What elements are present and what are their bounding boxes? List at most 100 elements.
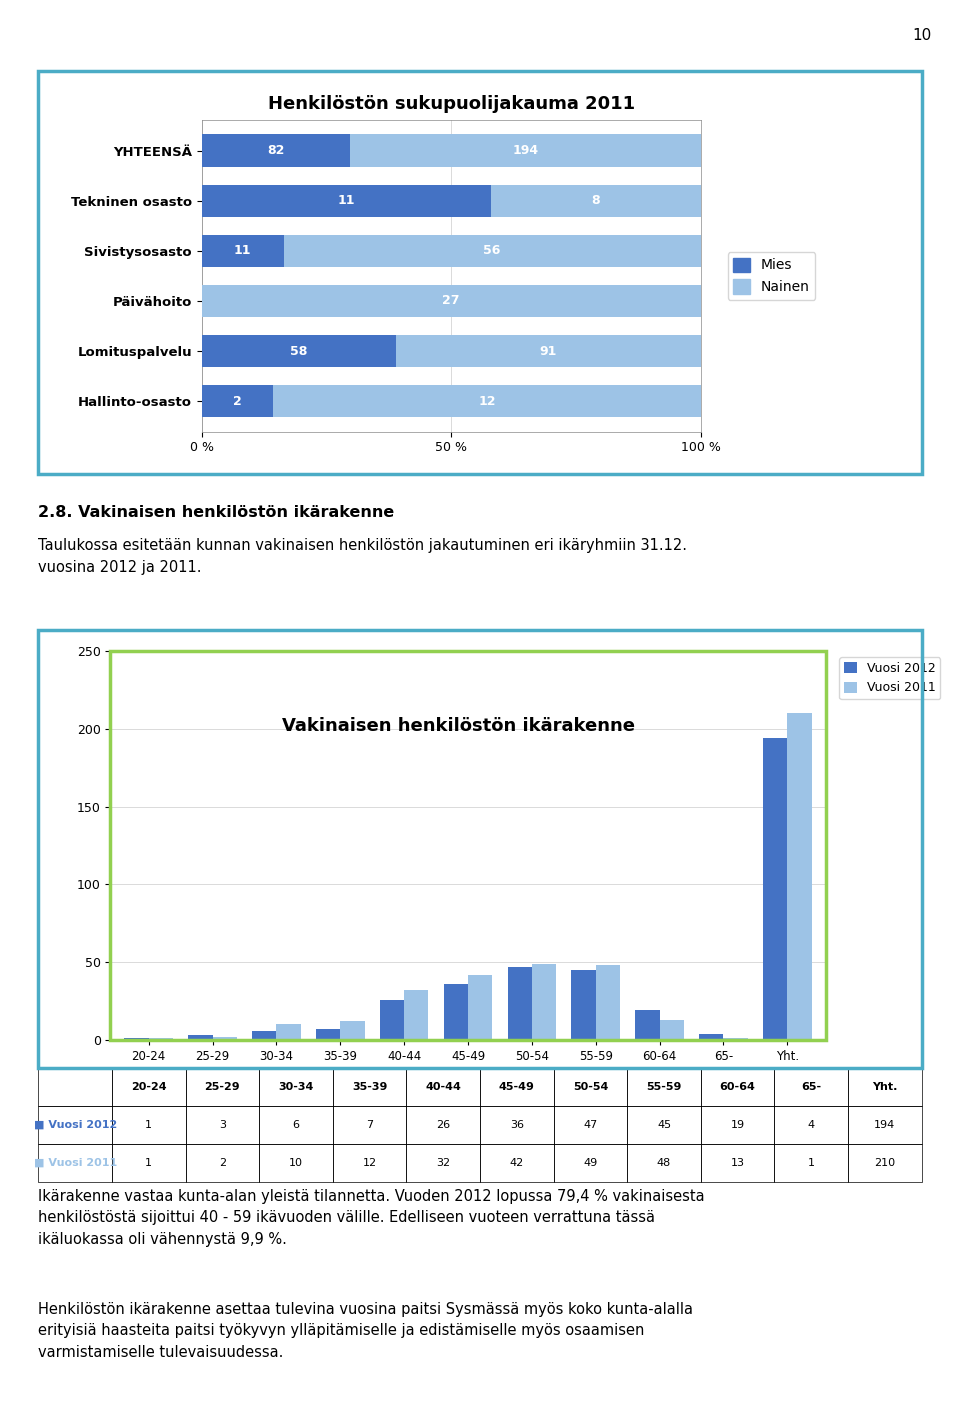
- Text: 60-64: 60-64: [720, 1082, 756, 1092]
- Text: Yht.: Yht.: [872, 1082, 898, 1092]
- Title: Henkilöstön sukupuolijakauma 2011: Henkilöstön sukupuolijakauma 2011: [268, 95, 635, 113]
- Bar: [554, 1107, 627, 1143]
- Text: 55-59: 55-59: [646, 1082, 682, 1092]
- Bar: [396, 335, 701, 368]
- Text: 6: 6: [293, 1119, 300, 1131]
- Text: 42: 42: [510, 1157, 524, 1167]
- Bar: [188, 1036, 212, 1040]
- Text: 4: 4: [807, 1119, 815, 1131]
- Bar: [185, 1068, 259, 1107]
- Text: 11: 11: [337, 194, 355, 207]
- Bar: [149, 1039, 173, 1040]
- Bar: [406, 1107, 480, 1143]
- Text: ■ Vuosi 2011: ■ Vuosi 2011: [34, 1157, 117, 1167]
- Text: 49: 49: [584, 1157, 597, 1167]
- Text: 35-39: 35-39: [352, 1082, 387, 1092]
- Text: 36: 36: [510, 1119, 524, 1131]
- Bar: [701, 1107, 775, 1143]
- Bar: [259, 1068, 333, 1107]
- Bar: [554, 1143, 627, 1182]
- Bar: [571, 971, 596, 1040]
- Bar: [273, 385, 701, 417]
- Text: 65-: 65-: [802, 1082, 821, 1092]
- Text: 56: 56: [484, 245, 501, 258]
- Legend: Vuosi 2012, Vuosi 2011: Vuosi 2012, Vuosi 2011: [839, 657, 940, 699]
- Bar: [763, 739, 787, 1040]
- Bar: [701, 1068, 775, 1107]
- Text: Henkilöstön ikärakenne asettaa tulevina vuosina paitsi Sysmässä myös koko kunta-: Henkilöstön ikärakenne asettaa tulevina …: [38, 1302, 693, 1360]
- Text: Vakinaisen henkilöstön ikärakenne: Vakinaisen henkilöstön ikärakenne: [282, 717, 636, 734]
- Bar: [125, 1039, 149, 1040]
- Bar: [406, 1068, 480, 1107]
- Text: 13: 13: [731, 1157, 745, 1167]
- Text: 12: 12: [478, 395, 495, 408]
- Bar: [554, 1068, 627, 1107]
- Bar: [848, 1143, 922, 1182]
- Text: 47: 47: [584, 1119, 597, 1131]
- Text: Taulukossa esitetään kunnan vakinaisen henkilöstön jakautuminen eri ikäryhmiin 3: Taulukossa esitetään kunnan vakinaisen h…: [38, 538, 687, 574]
- Text: 194: 194: [513, 144, 539, 157]
- Legend: Mies, Nainen: Mies, Nainen: [728, 252, 815, 300]
- Bar: [340, 1022, 365, 1040]
- Text: 10: 10: [912, 28, 931, 42]
- Text: Ikärakenne vastaa kunta-alan yleistä tilannetta. Vuoden 2012 lopussa 79,4 % vaki: Ikärakenne vastaa kunta-alan yleistä til…: [38, 1189, 705, 1247]
- Text: 58: 58: [290, 345, 307, 358]
- Text: 45: 45: [657, 1119, 671, 1131]
- Bar: [276, 1024, 300, 1040]
- Text: 48: 48: [657, 1157, 671, 1167]
- Bar: [787, 713, 811, 1040]
- Bar: [112, 1143, 185, 1182]
- Bar: [38, 1068, 112, 1107]
- Text: 40-44: 40-44: [425, 1082, 461, 1092]
- Bar: [259, 1143, 333, 1182]
- Bar: [185, 1107, 259, 1143]
- Text: 194: 194: [875, 1119, 896, 1131]
- Bar: [627, 1068, 701, 1107]
- Text: 11: 11: [234, 245, 252, 258]
- Bar: [627, 1143, 701, 1182]
- Bar: [724, 1039, 748, 1040]
- Bar: [259, 1107, 333, 1143]
- Bar: [38, 1143, 112, 1182]
- Text: ■ Vuosi 2012: ■ Vuosi 2012: [34, 1119, 117, 1131]
- Bar: [848, 1068, 922, 1107]
- Text: 1: 1: [145, 1157, 153, 1167]
- Bar: [202, 335, 396, 368]
- Text: 2: 2: [233, 395, 242, 408]
- Text: 3: 3: [219, 1119, 226, 1131]
- Text: 2: 2: [219, 1157, 226, 1167]
- Text: 91: 91: [540, 345, 557, 358]
- Text: 30-34: 30-34: [278, 1082, 314, 1092]
- Bar: [202, 134, 349, 167]
- Bar: [333, 1143, 406, 1182]
- Bar: [596, 965, 620, 1040]
- Bar: [112, 1068, 185, 1107]
- Bar: [202, 385, 273, 417]
- Bar: [444, 983, 468, 1040]
- Bar: [468, 975, 492, 1040]
- Bar: [283, 235, 701, 267]
- Bar: [333, 1068, 406, 1107]
- Bar: [775, 1068, 848, 1107]
- Bar: [112, 1107, 185, 1143]
- Text: 20-24: 20-24: [131, 1082, 167, 1092]
- Text: 1: 1: [145, 1119, 153, 1131]
- Bar: [252, 1030, 276, 1040]
- Text: 27: 27: [443, 294, 460, 307]
- Bar: [701, 1143, 775, 1182]
- Bar: [636, 1010, 660, 1040]
- Text: 26: 26: [436, 1119, 450, 1131]
- Bar: [660, 1020, 684, 1040]
- Bar: [202, 284, 701, 317]
- Bar: [699, 1034, 724, 1040]
- Bar: [508, 966, 532, 1040]
- Text: 50-54: 50-54: [573, 1082, 608, 1092]
- Text: 8: 8: [591, 194, 600, 207]
- Bar: [212, 1037, 237, 1040]
- Text: 12: 12: [363, 1157, 376, 1167]
- Text: 19: 19: [731, 1119, 745, 1131]
- Bar: [316, 1029, 340, 1040]
- Bar: [848, 1107, 922, 1143]
- Bar: [480, 1143, 554, 1182]
- Text: 32: 32: [436, 1157, 450, 1167]
